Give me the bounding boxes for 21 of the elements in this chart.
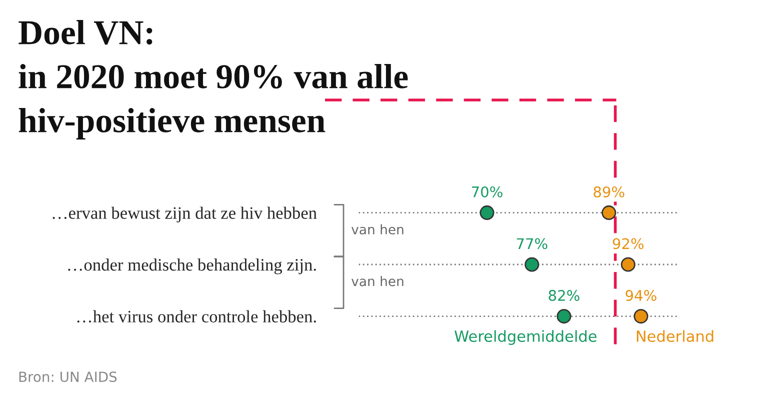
- point: [556, 309, 572, 324]
- data-label: 94%: [626, 290, 656, 301]
- annotation: van hen: [352, 276, 404, 286]
- chart-title: Doel VN: in 2020 moet 90% van alle hiv-positieve mensen: [18, 20, 408, 140]
- data-label: 82%: [548, 290, 580, 301]
- point: [524, 257, 540, 272]
- y-tick-label: …ervan bewust zijn dat ze hiv hebben: [52, 206, 317, 222]
- point: [634, 309, 648, 324]
- data-label: 70%: [472, 186, 502, 198]
- y-tick-label: …onder medische behandeling zijn.: [68, 258, 316, 274]
- data-label: 89%: [594, 186, 624, 198]
- y-tick-label: …het virus onder controle hebben.: [77, 310, 316, 323]
- series-label: Nederland: [636, 330, 714, 342]
- series-label: Wereldgemiddelde: [454, 330, 596, 345]
- point: [480, 205, 494, 220]
- data-label: 92%: [612, 238, 644, 250]
- point: [620, 257, 636, 272]
- point: [602, 205, 616, 220]
- annotation: van hen: [352, 224, 404, 234]
- text: Bron: UN AIDS: [19, 372, 117, 382]
- data-label: 77%: [516, 238, 548, 250]
